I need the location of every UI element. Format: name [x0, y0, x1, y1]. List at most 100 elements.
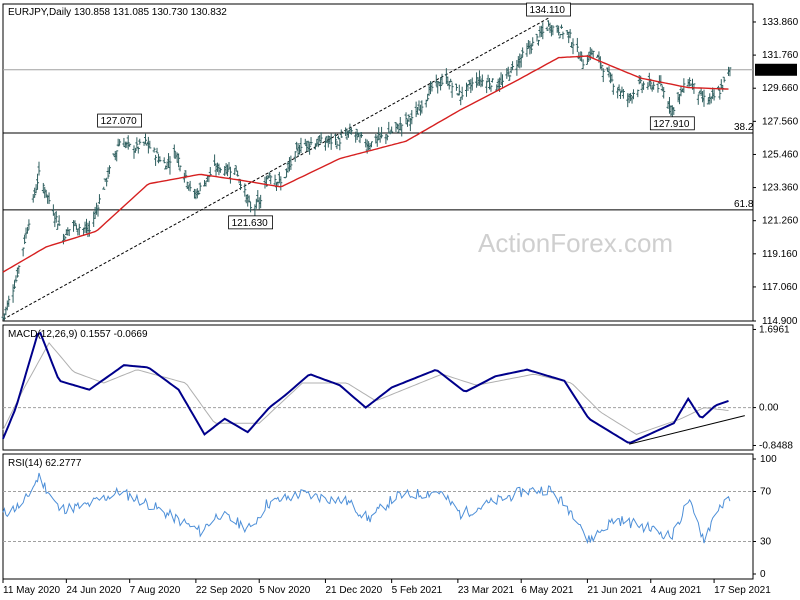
price-bar [228, 166, 232, 184]
price-annotation: 134.110 [526, 2, 571, 17]
price-bar [106, 167, 110, 179]
watermark: ActionForex.com [478, 228, 673, 258]
price-bar [249, 201, 253, 213]
price-bar [480, 74, 484, 87]
price-bar [118, 139, 122, 146]
price-bar [177, 153, 181, 168]
price-bar [457, 84, 461, 96]
price-bar [243, 183, 247, 197]
price-bar [571, 38, 575, 55]
price-bar [490, 78, 494, 83]
price-bar [293, 151, 297, 162]
price-bar [508, 74, 512, 81]
macd-tick-label: -0.8488 [759, 440, 793, 451]
price-bar [557, 25, 561, 36]
price-header: EURJPY,Daily 130.858 131.085 130.730 130… [8, 7, 227, 18]
price-bar [662, 86, 666, 99]
price-bar [168, 156, 172, 175]
price-bar [535, 33, 539, 42]
price-bar [152, 147, 156, 153]
price-bar [511, 61, 515, 71]
rsi-tick-label: 100 [760, 454, 777, 465]
price-bar [188, 180, 192, 192]
price-bar [380, 126, 384, 139]
price-bar [500, 74, 504, 88]
macd-tick-label: 1.6961 [759, 324, 790, 335]
price-bar [226, 164, 230, 177]
price-bar [621, 89, 625, 99]
price-bar [561, 31, 565, 40]
price-bar [601, 68, 605, 83]
price-bar [447, 80, 451, 90]
macd-header: MACD(12,26,9) 0.1557 -0.0669 [8, 329, 148, 340]
price-bar [13, 280, 17, 290]
rsi-tick-label: 0 [760, 569, 766, 580]
price-bar [581, 59, 585, 70]
price-bar [536, 39, 540, 46]
date-tick-label: 4 Aug 2021 [651, 585, 702, 596]
price-bar [434, 74, 438, 87]
date-tick-label: 7 Aug 2020 [130, 585, 181, 596]
price-tick-label: 129.660 [762, 83, 799, 94]
price-bar [136, 146, 140, 154]
axis-layer: 133.860 131.760 129.660 127.560 125.460 123.3… [2, 17, 799, 596]
price-bar [172, 144, 176, 158]
price-bar [306, 140, 310, 152]
price-bar [47, 192, 51, 205]
price-bar [236, 170, 240, 177]
price-bar [560, 24, 564, 29]
svg-text:121.630: 121.630 [232, 218, 269, 229]
price-bar [400, 124, 404, 137]
price-bar [25, 226, 29, 234]
price-bar [178, 165, 182, 172]
price-bar [359, 132, 363, 138]
price-bar [470, 77, 474, 91]
price-bar [299, 137, 303, 154]
price-bar [600, 64, 604, 71]
price-annotation: 121.630 [228, 215, 273, 230]
price-bar [339, 129, 343, 138]
price-bar [21, 247, 25, 257]
date-tick-label: 21 Jun 2021 [587, 585, 642, 596]
price-bar [636, 89, 640, 98]
rsi-panel [2, 453, 754, 580]
price-bar [506, 66, 510, 77]
price-annotation: 127.070 [97, 113, 142, 128]
price-bar [329, 133, 333, 150]
price-tick-label: 125.460 [762, 149, 799, 160]
price-bar [728, 67, 732, 77]
price-tick-label: 121.260 [762, 216, 799, 227]
price-bar [336, 135, 340, 140]
price-bar [477, 70, 481, 86]
price-bar [15, 267, 19, 278]
price-bar [162, 157, 166, 164]
macd-signal-line [2, 342, 729, 435]
price-bar [629, 92, 633, 102]
price-bar [611, 83, 615, 95]
price-bar [568, 29, 572, 39]
macd-panel [2, 324, 754, 451]
price-bar [138, 138, 142, 145]
svg-text:130.832: 130.832 [758, 66, 795, 77]
date-tick-label: 6 May 2021 [521, 585, 574, 596]
price-bar [36, 173, 40, 190]
price-bar [591, 50, 595, 59]
price-bar [545, 26, 549, 31]
price-bar [631, 89, 635, 100]
price-bar [404, 112, 408, 125]
rsi-header: RSI(14) 62.2777 [8, 458, 82, 469]
price-bar [247, 195, 251, 203]
price-bar [639, 75, 643, 84]
price-bar [334, 133, 338, 146]
price-bar [316, 136, 320, 148]
price-bar [460, 86, 464, 100]
price-bar [712, 89, 716, 101]
price-bar [197, 190, 201, 196]
price-bar [410, 110, 414, 125]
price-bar [519, 54, 523, 68]
price-bar [390, 126, 394, 134]
rsi-tick-label: 30 [760, 537, 772, 548]
price-bar [115, 150, 119, 162]
price-bar [273, 174, 277, 186]
price-bar [96, 204, 100, 217]
